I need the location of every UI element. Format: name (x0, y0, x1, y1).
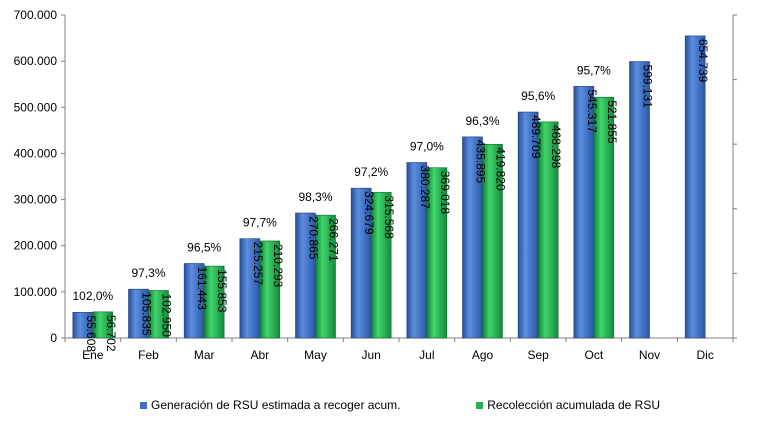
legend-swatch-recoleccion (476, 401, 484, 409)
percent-label: 95,6% (521, 89, 555, 103)
value-label-generacion: 215.257 (251, 242, 265, 286)
y-tick-label: 200.000 (14, 239, 58, 253)
y-tick-label: 100.000 (14, 285, 58, 299)
x-tick-label: Ago (472, 348, 494, 362)
legend-item-generacion: Generación de RSU estimada a recoger acu… (140, 398, 400, 412)
value-label-generacion: 161.443 (195, 267, 209, 311)
bar-recoleccion (203, 265, 225, 339)
y-tick-label: 400.000 (14, 146, 58, 160)
value-label-generacion: 489.709 (529, 115, 543, 159)
bars (72, 35, 706, 339)
value-label-recoleccion: 155.853 (215, 269, 229, 313)
x-tick-label: May (304, 348, 327, 362)
y-tick-label: 500.000 (14, 100, 58, 114)
bar-recoleccion (537, 121, 559, 339)
x-tick-label: Jul (419, 348, 434, 362)
value-label-recoleccion: 419.820 (494, 147, 508, 191)
percent-label: 98,3% (298, 190, 332, 204)
x-tick-label: Abr (250, 348, 269, 362)
value-label-recoleccion: 468.298 (549, 125, 563, 169)
value-label-generacion: 599.131 (641, 65, 655, 109)
value-label-recoleccion: 315.568 (382, 195, 396, 239)
bar-recoleccion (92, 311, 114, 339)
value-label-generacion: 545.317 (585, 89, 599, 133)
percent-label: 97,7% (243, 216, 277, 230)
value-label-generacion: 324.679 (362, 191, 376, 235)
percent-label: 96,3% (465, 114, 499, 128)
legend-label-recoleccion: Recolección acumulada de RSU (487, 398, 660, 412)
percent-label: 102,0% (72, 289, 113, 303)
value-label-generacion: 55.608 (84, 315, 98, 352)
bar-recoleccion (259, 240, 281, 339)
percent-label: 95,7% (577, 63, 611, 77)
value-label-recoleccion: 369.018 (438, 171, 452, 215)
value-label-generacion: 270.865 (307, 216, 321, 260)
value-label-generacion: 654.739 (696, 39, 710, 83)
bar-recoleccion (315, 214, 336, 339)
x-tick-label: Dic (696, 348, 713, 362)
x-tick-label: Sep (527, 348, 549, 362)
value-label-recoleccion: 102.950 (160, 293, 174, 337)
y-tick-label: 600.000 (14, 54, 58, 68)
value-label-recoleccion: 210.293 (271, 244, 285, 288)
value-label-generacion: 380.287 (418, 166, 432, 210)
percent-label: 97,2% (354, 165, 388, 179)
legend-swatch-generacion (140, 401, 147, 409)
percent-label: 97,3% (131, 266, 165, 280)
bar-recoleccion (426, 167, 448, 339)
bar-recoleccion (370, 192, 392, 339)
y-tick-label: 0 (50, 331, 57, 345)
x-tick-label: Mar (194, 348, 215, 362)
value-label-generacion: 435.895 (474, 140, 488, 184)
bar-recoleccion (148, 290, 169, 339)
legend-label-generacion: Generación de RSU estimada a recoger acu… (151, 398, 401, 412)
x-tick-label: Feb (138, 348, 159, 362)
bar-generacion (629, 61, 650, 339)
y-tick-label: 300.000 (14, 193, 58, 207)
x-tick-label: Ene (82, 348, 104, 362)
value-label-generacion: 105.835 (140, 292, 154, 336)
x-tick-label: Jun (361, 348, 380, 362)
y-tick-label: 700.000 (14, 8, 58, 22)
legend: Generación de RSU estimada a recoger acu… (140, 396, 660, 414)
legend-item-recoleccion: Recolección acumulada de RSU (476, 398, 660, 412)
percent-label: 96,5% (187, 241, 221, 255)
x-tick-label: Oct (584, 348, 603, 362)
axes: 0 100.000 200.000 300.000 400.000 500.000 600.… (14, 8, 737, 362)
bar-recoleccion (482, 143, 503, 339)
bar-recoleccion (593, 96, 615, 339)
value-label-recoleccion: 56.702 (104, 315, 118, 352)
value-label-recoleccion: 521.855 (605, 100, 619, 144)
x-tick-label: Nov (639, 348, 660, 362)
value-label-recoleccion: 266.271 (327, 218, 341, 262)
percent-label: 97,0% (410, 140, 444, 154)
data-labels: 55.608 56.702 102,0% 105.835 102.950 97,3% 161… (72, 39, 710, 352)
bar-generacion (684, 35, 706, 339)
